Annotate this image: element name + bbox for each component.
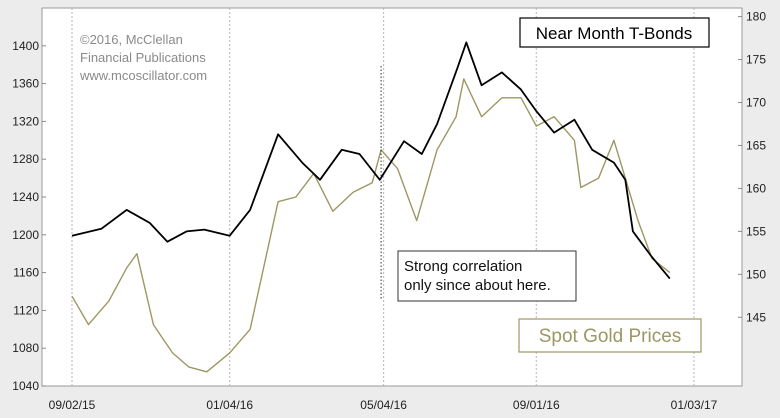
copyright-block: ©2016, McClellan Financial Publications … xyxy=(79,32,207,83)
legend-tbonds-label: Near Month T-Bonds xyxy=(536,24,693,43)
annotation-box xyxy=(397,250,577,302)
left-tick-label: 1360 xyxy=(12,77,39,91)
legend-tbonds-box xyxy=(519,17,710,48)
series-tbonds-line xyxy=(71,41,671,280)
left-tick-label: 1200 xyxy=(12,228,39,242)
legend-gold-label: Spot Gold Prices xyxy=(539,326,682,347)
copyright-line-3: www.mcoscillator.com xyxy=(79,68,207,83)
left-tick-label: 1120 xyxy=(13,303,39,317)
left-tick-label: 1240 xyxy=(12,190,39,204)
left-tick-label: 1280 xyxy=(12,152,39,166)
right-tick-label: 155 xyxy=(746,224,766,238)
x-tick-label: 05/04/16 xyxy=(360,398,407,412)
series-group xyxy=(71,41,671,373)
x-tick-label: 01/04/16 xyxy=(206,398,253,412)
right-tick-label: 160 xyxy=(746,181,766,195)
copyright-line-1: ©2016, McClellan xyxy=(80,32,183,47)
legend: Near Month T-Bonds Spot Gold Prices xyxy=(518,17,710,353)
annotation-line-2: only since about here. xyxy=(404,277,551,294)
grid xyxy=(71,8,695,386)
copyright-line-2: Financial Publications xyxy=(80,50,206,65)
right-tick-label: 150 xyxy=(746,267,766,281)
x-tick-label: 09/01/16 xyxy=(513,398,560,412)
left-tick-label: 1040 xyxy=(12,379,39,393)
annotation-line-1: Strong correlation xyxy=(404,258,522,275)
right-tick-label: 165 xyxy=(746,138,766,152)
x-tick-label: 09/02/15 xyxy=(49,398,96,412)
right-tick-label: 145 xyxy=(746,310,766,324)
right-tick-label: 180 xyxy=(746,10,766,24)
series-gold-line xyxy=(71,78,671,373)
left-tick-label: 1400 xyxy=(12,39,39,53)
left-tick-label: 1080 xyxy=(12,341,39,355)
legend-gold-box xyxy=(518,318,702,353)
left-tick-label: 1160 xyxy=(13,266,39,280)
x-tick-label: 01/03/17 xyxy=(671,398,718,412)
annotation-group: Strong correlation only since about here. xyxy=(380,66,577,302)
axes: 09/02/15 01/04/16 05/04/16 09/01/16 01/03/17… xyxy=(12,10,766,412)
right-tick-label: 175 xyxy=(746,53,766,67)
left-tick-label: 1320 xyxy=(12,114,39,128)
right-tick-label: 170 xyxy=(746,96,766,110)
